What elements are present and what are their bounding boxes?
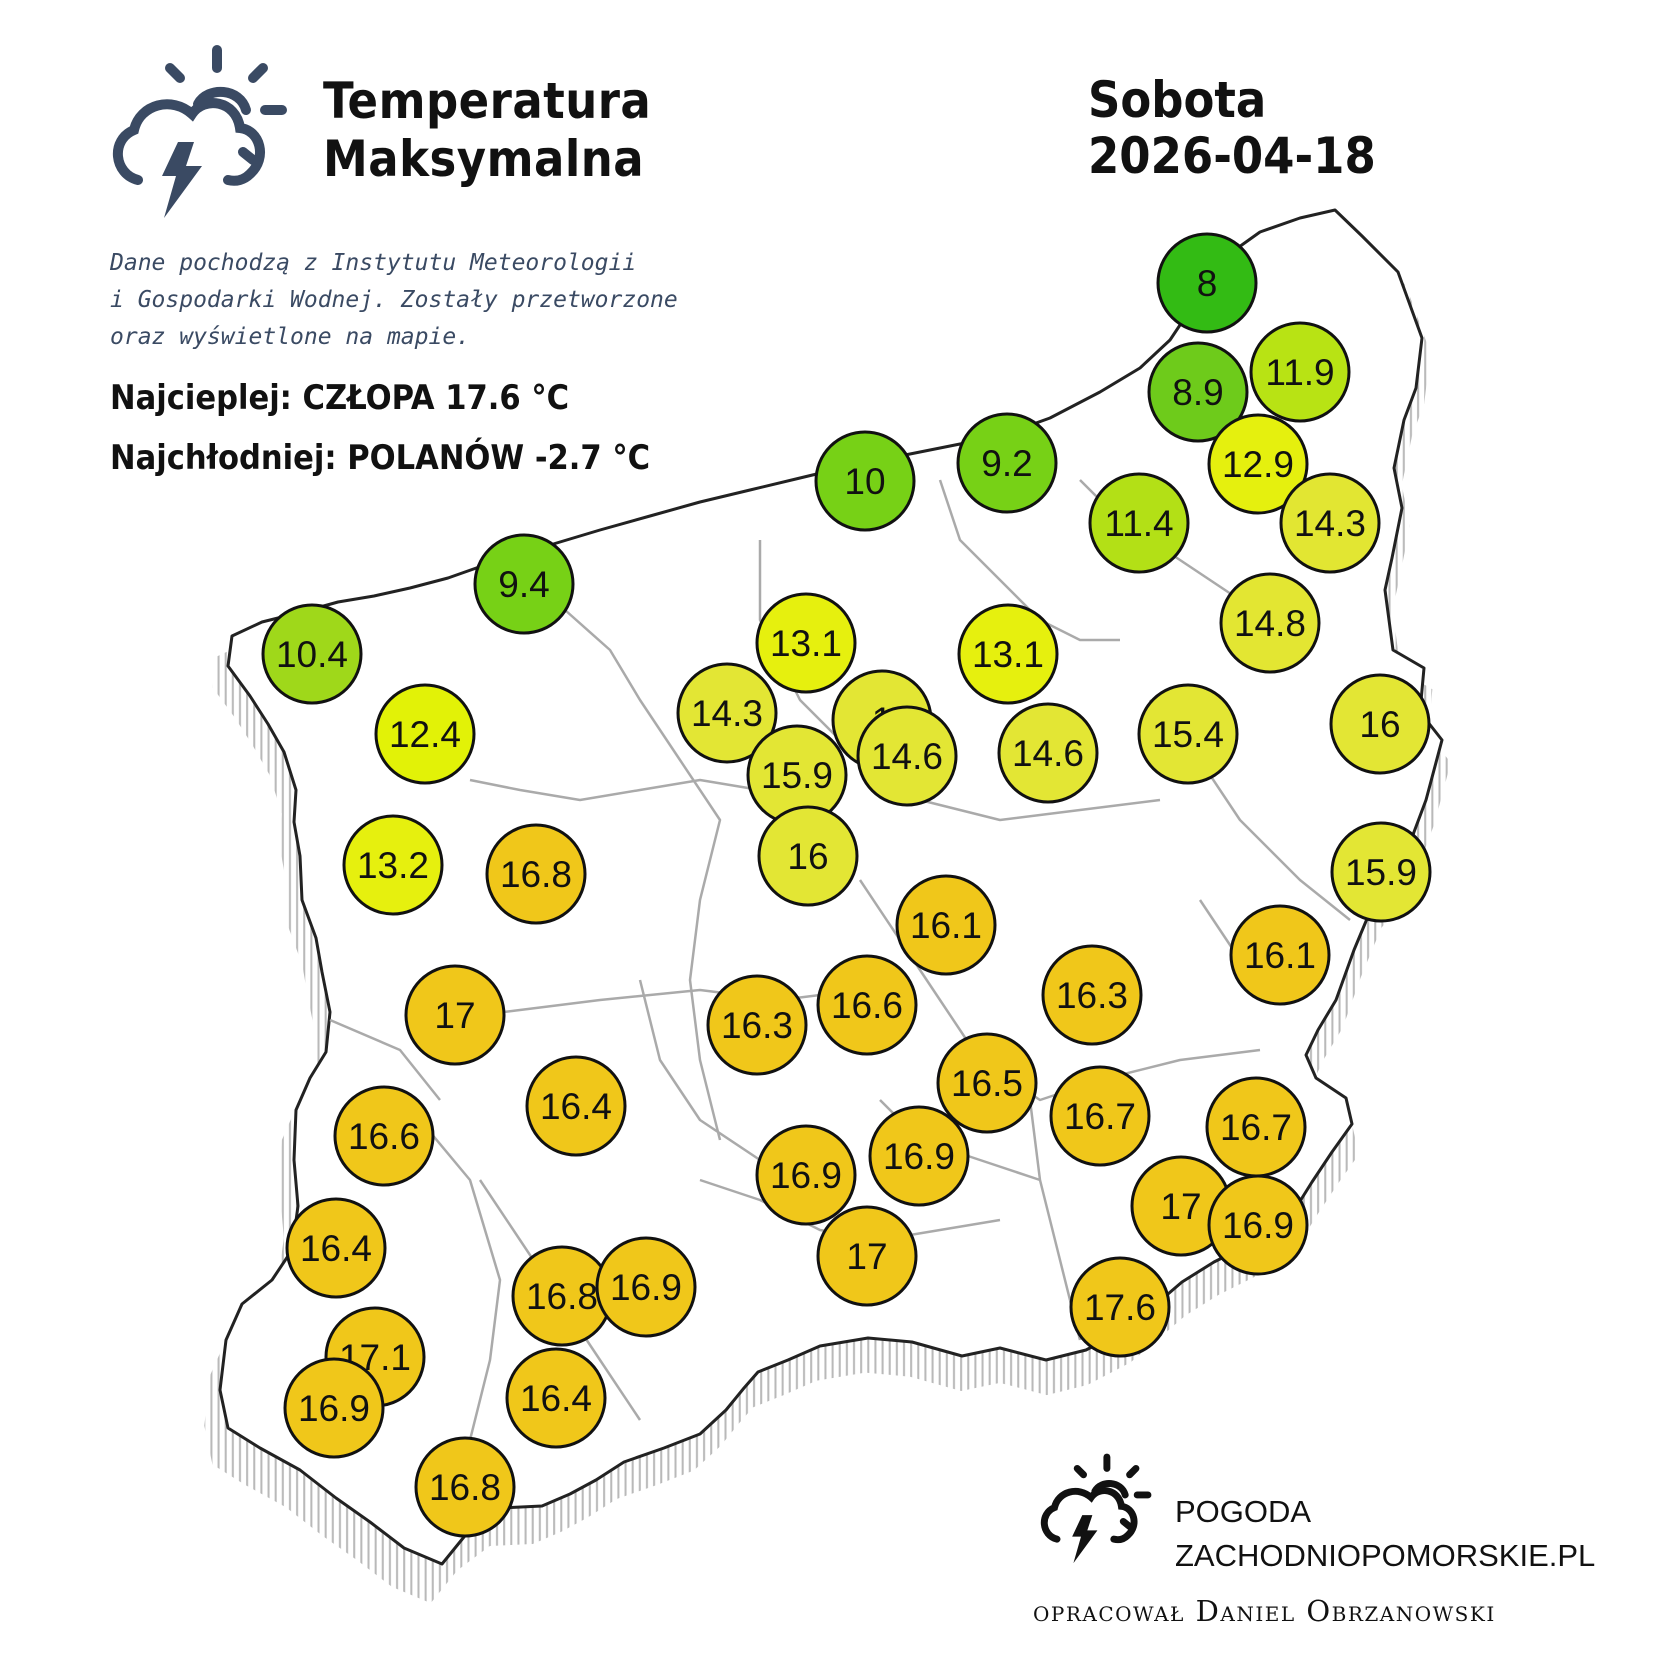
- station-marker: 14.6: [858, 707, 956, 805]
- station-value: 13.1: [972, 634, 1044, 675]
- station-value: 10.4: [276, 634, 348, 675]
- station-value: 17.6: [1084, 1287, 1156, 1328]
- station-marker: 16.9: [597, 1238, 695, 1336]
- station-marker: 11.9: [1251, 323, 1349, 421]
- brand-website: ZACHODNIOPOMORSKIE.PL: [1175, 1538, 1595, 1574]
- station-value: 13.1: [770, 623, 842, 664]
- station-value: 16.9: [610, 1267, 682, 1308]
- station-value: 11.9: [1265, 352, 1334, 393]
- station-value: 14.6: [871, 736, 943, 777]
- station-value: 16.1: [1244, 935, 1316, 976]
- station-value: 16.8: [500, 854, 572, 895]
- station-value: 14.3: [1294, 503, 1366, 544]
- station-value: 16: [1359, 704, 1400, 745]
- station-marker: 16.8: [513, 1247, 611, 1345]
- station-value: 15.9: [1345, 852, 1417, 893]
- station-marker: 16.1: [1231, 906, 1329, 1004]
- station-marker: 9.2: [958, 414, 1056, 512]
- station-value: 16.4: [300, 1228, 372, 1269]
- station-value: 15.4: [1152, 714, 1224, 755]
- station-marker: 14.8: [1221, 574, 1319, 672]
- station-marker: 15.9: [1332, 823, 1430, 921]
- station-value: 17: [846, 1236, 887, 1277]
- station-marker: 16.9: [1209, 1176, 1307, 1274]
- station-value: 16.6: [831, 985, 903, 1026]
- station-marker: 16.1: [897, 876, 995, 974]
- station-marker: 16.7: [1207, 1078, 1305, 1176]
- station-value: 16.7: [1064, 1096, 1136, 1137]
- station-marker: 17.6: [1071, 1258, 1169, 1356]
- station-value: 17: [1160, 1186, 1201, 1227]
- station-marker: 14.3: [1281, 474, 1379, 572]
- station-value: 14.8: [1234, 603, 1306, 644]
- station-value: 14.3: [691, 693, 763, 734]
- station-marker: 16.6: [818, 956, 916, 1054]
- station-marker: 16.7: [1051, 1067, 1149, 1165]
- station-marker: 17: [406, 966, 504, 1064]
- station-value: 16.5: [951, 1063, 1023, 1104]
- station-value: 9.2: [981, 443, 1032, 484]
- station-value: 12.9: [1222, 444, 1294, 485]
- station-value: 16.3: [1056, 975, 1128, 1016]
- station-marker: 13.1: [757, 594, 855, 692]
- station-value: 16.8: [526, 1276, 598, 1317]
- station-value: 17: [434, 995, 475, 1036]
- station-marker: 16: [1331, 675, 1429, 773]
- station-value: 16.4: [540, 1086, 612, 1127]
- station-marker: 16.8: [487, 825, 585, 923]
- station-marker: 16: [759, 807, 857, 905]
- station-marker: 16.4: [287, 1199, 385, 1297]
- station-value: 15.9: [761, 755, 833, 796]
- station-value: 11.4: [1104, 503, 1173, 544]
- station-marker: 13.2: [344, 816, 442, 914]
- station-value: 9.4: [498, 564, 549, 605]
- station-marker: 16.3: [708, 976, 806, 1074]
- station-value: 16.6: [348, 1116, 420, 1157]
- station-value: 10: [844, 461, 885, 502]
- station-value: 16.9: [298, 1388, 370, 1429]
- station-value: 16.9: [770, 1155, 842, 1196]
- station-value: 16.9: [883, 1136, 955, 1177]
- station-value: 16.7: [1220, 1107, 1292, 1148]
- station-marker: 16.6: [335, 1087, 433, 1185]
- station-marker: 16.9: [870, 1107, 968, 1205]
- station-value: 8.9: [1172, 372, 1223, 413]
- station-marker: 10: [816, 432, 914, 530]
- station-marker: 9.4: [475, 535, 573, 633]
- station-value: 16: [787, 836, 828, 877]
- station-value: 14.6: [1012, 733, 1084, 774]
- station-marker: 10.4: [263, 605, 361, 703]
- station-marker: 17: [818, 1207, 916, 1305]
- station-marker: 16.8: [416, 1438, 514, 1536]
- author-credit: opracował Daniel Obrzanowski: [1033, 1594, 1496, 1628]
- station-marker: 16.4: [527, 1057, 625, 1155]
- station-value: 16.4: [520, 1378, 592, 1419]
- weather-storm-icon: [1033, 1452, 1153, 1572]
- station-marker: 11.4: [1090, 474, 1188, 572]
- station-marker: 16.9: [757, 1126, 855, 1224]
- station-marker: 8: [1158, 234, 1256, 332]
- station-marker: 16.5: [938, 1034, 1036, 1132]
- station-marker: 12.4: [376, 685, 474, 783]
- station-value: 16.9: [1222, 1205, 1294, 1246]
- station-marker: 16.4: [507, 1349, 605, 1447]
- station-value: 16.8: [429, 1467, 501, 1508]
- station-value: 16.1: [910, 905, 982, 946]
- brand-line-1: POGODA: [1175, 1494, 1311, 1530]
- station-marker: 16.3: [1043, 946, 1141, 1044]
- station-value: 16.3: [721, 1005, 793, 1046]
- station-value: 13.2: [357, 845, 429, 886]
- station-marker: 14.6: [999, 704, 1097, 802]
- station-marker: 13.1: [959, 605, 1057, 703]
- station-value: 8: [1197, 263, 1218, 304]
- station-value: 12.4: [389, 714, 461, 755]
- station-marker: 15.4: [1139, 685, 1237, 783]
- station-marker: 16.9: [285, 1359, 383, 1457]
